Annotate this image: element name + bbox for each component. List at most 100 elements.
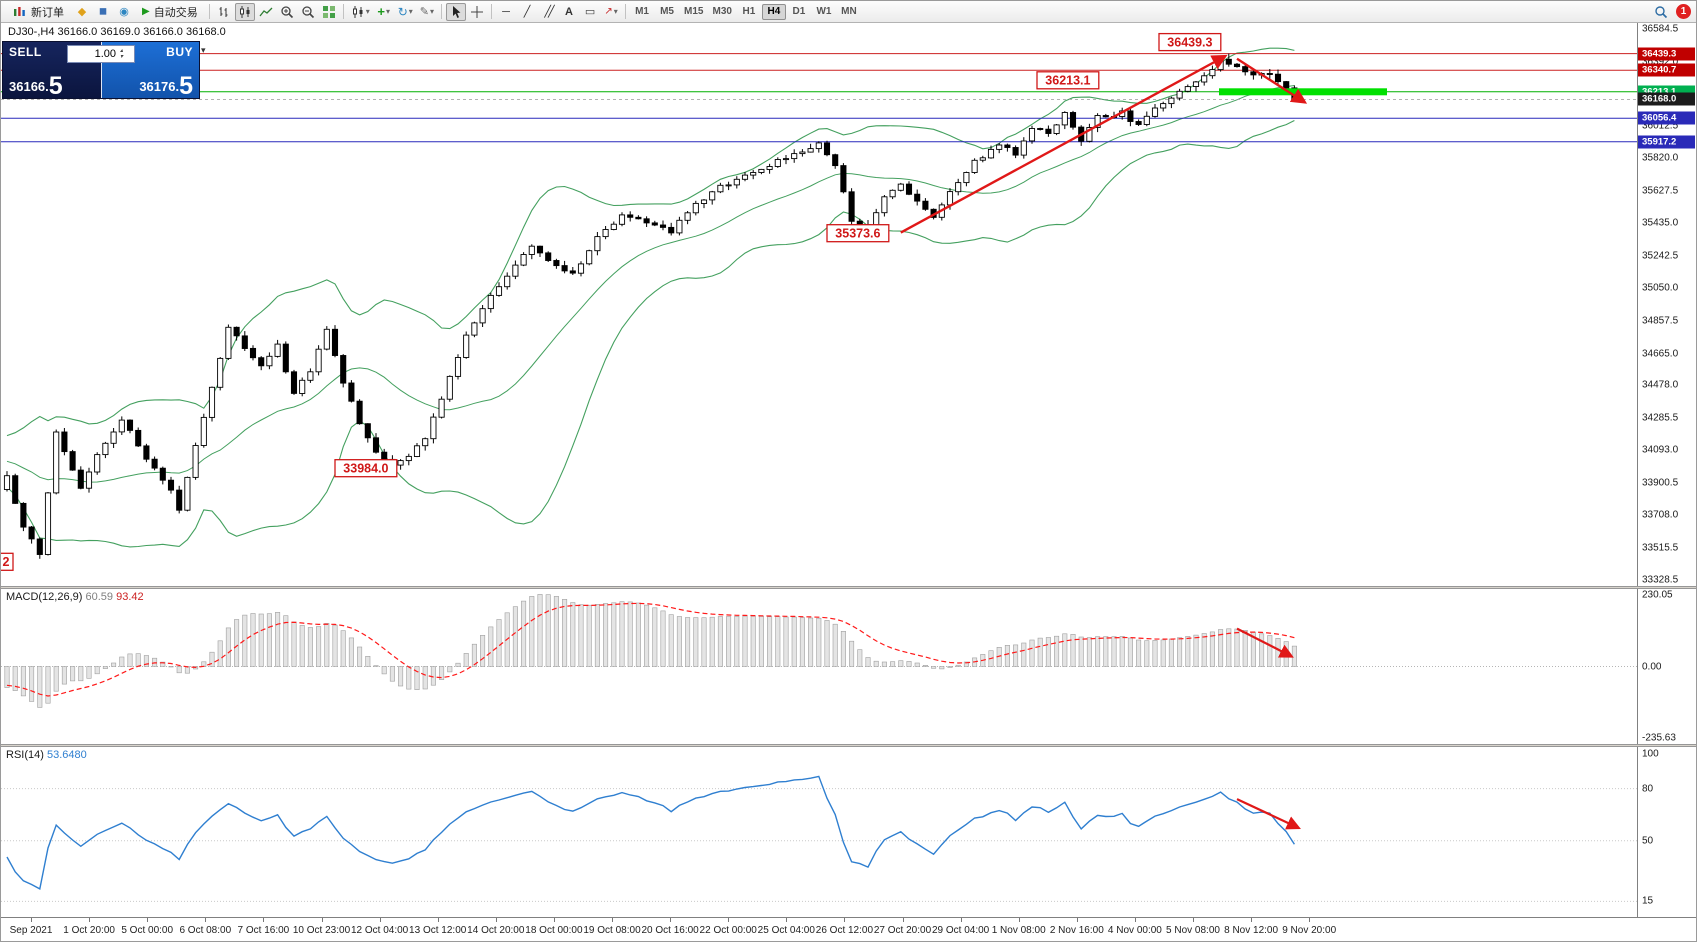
timeframe-w1[interactable]: W1 — [816, 6, 832, 17]
periods-dropdown[interactable]: ↻ ▾ — [397, 4, 413, 19]
lot-spinner[interactable]: ▴ ▾ — [120, 48, 124, 60]
svg-text:36213.1: 36213.1 — [1045, 74, 1090, 88]
search-icon[interactable] — [1651, 3, 1671, 21]
svg-text:33984.0: 33984.0 — [343, 462, 388, 476]
arrows-tool[interactable]: ↗ ▾ — [604, 6, 618, 17]
toolbar-separator — [625, 4, 627, 19]
tile-windows-icon[interactable] — [319, 3, 339, 21]
main-chart-panel[interactable]: 36439.3 36213.1 35373.6 33984.0 2 36584.5 363… — [1, 23, 1696, 586]
notification-badge[interactable]: 1 — [1676, 4, 1691, 19]
rsi-indicator-label: RSI(14) 53.6480 — [6, 749, 87, 761]
one-click-collapse-arrow[interactable]: ▾ — [201, 45, 206, 55]
shapes-tool[interactable]: ▭ — [584, 6, 596, 18]
zoom-out-icon[interactable] — [298, 3, 318, 21]
lot-size-input[interactable]: ▴▾ — [67, 45, 135, 63]
time-axis-label: 7 Oct 16:00 — [237, 925, 290, 936]
indicators-dropdown[interactable]: + ▾ — [377, 4, 391, 19]
chevron-down-icon: ▾ — [365, 7, 370, 16]
time-axis-label: 19 Oct 08:00 — [583, 925, 641, 936]
market-icon[interactable]: ◆ — [77, 6, 87, 18]
time-axis-label: 4 Nov 00:00 — [1107, 925, 1162, 936]
time-axis-label: 27 Oct 20:00 — [873, 925, 932, 936]
time-axis-label: 25 Oct 04:00 — [757, 925, 815, 936]
time-axis-label: 5 Oct 00:00 — [121, 925, 174, 936]
time-axis-label: 10 Oct 23:00 — [292, 925, 351, 936]
macd-indicator-panel[interactable]: 230.05 0.00 -235.63 MACD(12,26,9) 60.59 93… — [1, 589, 1696, 744]
rsi-axis-label: 50 — [1642, 835, 1654, 847]
macd-canvas[interactable] — [1, 589, 1639, 744]
time-axis-label: Sep 2021 — [9, 925, 53, 936]
timeframe-m1[interactable]: M1 — [635, 6, 649, 17]
chevron-down-icon: ▾ — [430, 7, 435, 16]
bid-price: 36166.5 — [9, 72, 63, 100]
time-axis-label: 9 Nov 20:00 — [1282, 925, 1337, 936]
bar-chart-type-icon[interactable] — [214, 3, 234, 21]
crosshair-tool[interactable] — [467, 3, 487, 21]
chart-ohlc-readout: DJ30-,H4 36166.0 36169.0 36166.0 36168.0 — [8, 26, 226, 38]
main-toolbar: 新订单 ◆ ◼ ◉ ▶ 自动交易 ▾ + ▾ ↻ ▾ ✎ ▾ ─ ╱ ╱╱ A ▭ ↗ ▾ M1 M5 M15 M30 H1 H4… — [1, 1, 1696, 23]
timeframe-d1[interactable]: D1 — [792, 6, 806, 17]
chevron-down-icon: ▾ — [386, 7, 391, 16]
price-badge: 36340.7 — [1638, 63, 1695, 77]
cursor-tool[interactable] — [446, 2, 467, 21]
svg-text:2: 2 — [3, 555, 10, 569]
signals-icon[interactable]: ◼ — [98, 6, 108, 17]
price-axis-label: 33515.5 — [1642, 542, 1679, 554]
chevron-down-icon: ▾ — [408, 7, 413, 16]
time-axis-label: 20 Oct 16:00 — [641, 925, 699, 936]
macd-indicator-label: MACD(12,26,9) 60.59 93.42 — [6, 591, 144, 603]
price-axis-label: 35820.0 — [1642, 152, 1679, 164]
profiles-dropdown[interactable]: ▾ — [348, 3, 373, 21]
templates-dropdown[interactable]: ✎ ▾ — [419, 6, 435, 18]
timeframe-m30[interactable]: M30 — [712, 6, 732, 17]
horizontal-line-tool[interactable]: ─ — [502, 5, 510, 18]
trendline-tool[interactable]: ╱ — [523, 6, 531, 18]
price-scale[interactable]: 36584.536392.036199.536012.535820.035627… — [1637, 23, 1696, 586]
chevron-down-icon: ▾ — [613, 7, 618, 16]
candle-chart-type-icon[interactable] — [234, 2, 255, 21]
panel-separator[interactable] — [1, 586, 1696, 589]
channel-tool[interactable]: ╱╱ — [544, 6, 554, 18]
svg-text:35373.6: 35373.6 — [835, 227, 880, 241]
price-axis-label: 35435.0 — [1642, 217, 1679, 229]
toolbar-separator — [208, 4, 210, 19]
panel-separator[interactable] — [1, 744, 1696, 747]
time-axis-label: 5 Nov 08:00 — [1166, 925, 1220, 936]
timeframe-h1[interactable]: H1 — [742, 6, 756, 17]
time-axis-label: 14 Oct 20:00 — [467, 925, 525, 936]
macd-scale[interactable]: 230.05 0.00 -235.63 — [1637, 589, 1696, 744]
rsi-indicator-panel[interactable]: 100 80 50 15 RSI(14) 53.6480 — [1, 747, 1696, 917]
time-scale[interactable]: Sep 2021 1 Oct 20:00 5 Oct 00:00 6 Oct 08:0… — [1, 917, 1696, 941]
timeframe-m5[interactable]: M5 — [660, 6, 674, 17]
rsi-scale[interactable]: 100 80 50 15 — [1637, 747, 1696, 917]
price-badge: 36168.0 — [1638, 92, 1695, 106]
timeframe-mn[interactable]: MN — [841, 6, 857, 17]
price-badge: 35917.2 — [1638, 135, 1695, 149]
lot-size-field[interactable] — [68, 48, 118, 60]
timeframe-m15[interactable]: M15 — [684, 6, 704, 17]
price-axis-label: 36392.0 — [1642, 56, 1679, 67]
toolbar-separator — [342, 4, 344, 19]
community-icon[interactable]: ◉ — [119, 6, 129, 18]
rsi-canvas[interactable] — [1, 747, 1639, 917]
price-badge: 36056.4 — [1638, 111, 1695, 125]
zoom-in-icon[interactable] — [277, 3, 297, 21]
price-axis-label: 34857.5 — [1642, 315, 1679, 327]
svg-text:36439.3: 36439.3 — [1167, 35, 1212, 49]
price-axis-label: 33328.5 — [1642, 574, 1679, 585]
timeframe-h4[interactable]: H4 — [761, 3, 786, 20]
line-chart-type-icon[interactable] — [256, 3, 276, 21]
rsi-axis-label: 15 — [1642, 895, 1654, 907]
time-axis-label: 13 Oct 12:00 — [409, 925, 467, 936]
auto-trading-button[interactable]: ▶ 自动交易 — [142, 6, 198, 19]
new-order-button[interactable]: 新订单 — [6, 3, 71, 21]
text-tool[interactable]: A — [565, 5, 573, 18]
time-axis-label: 12 Oct 04:00 — [350, 925, 409, 936]
macd-axis-label: 0.00 — [1642, 661, 1662, 672]
price-axis-label: 35627.5 — [1642, 185, 1679, 197]
price-axis-label: 34093.0 — [1642, 444, 1679, 456]
price-axis-label: 34285.5 — [1642, 412, 1679, 424]
main-chart-canvas[interactable]: 36439.3 36213.1 35373.6 33984.0 2 — [1, 23, 1639, 586]
price-axis-label: 35050.0 — [1642, 282, 1679, 294]
